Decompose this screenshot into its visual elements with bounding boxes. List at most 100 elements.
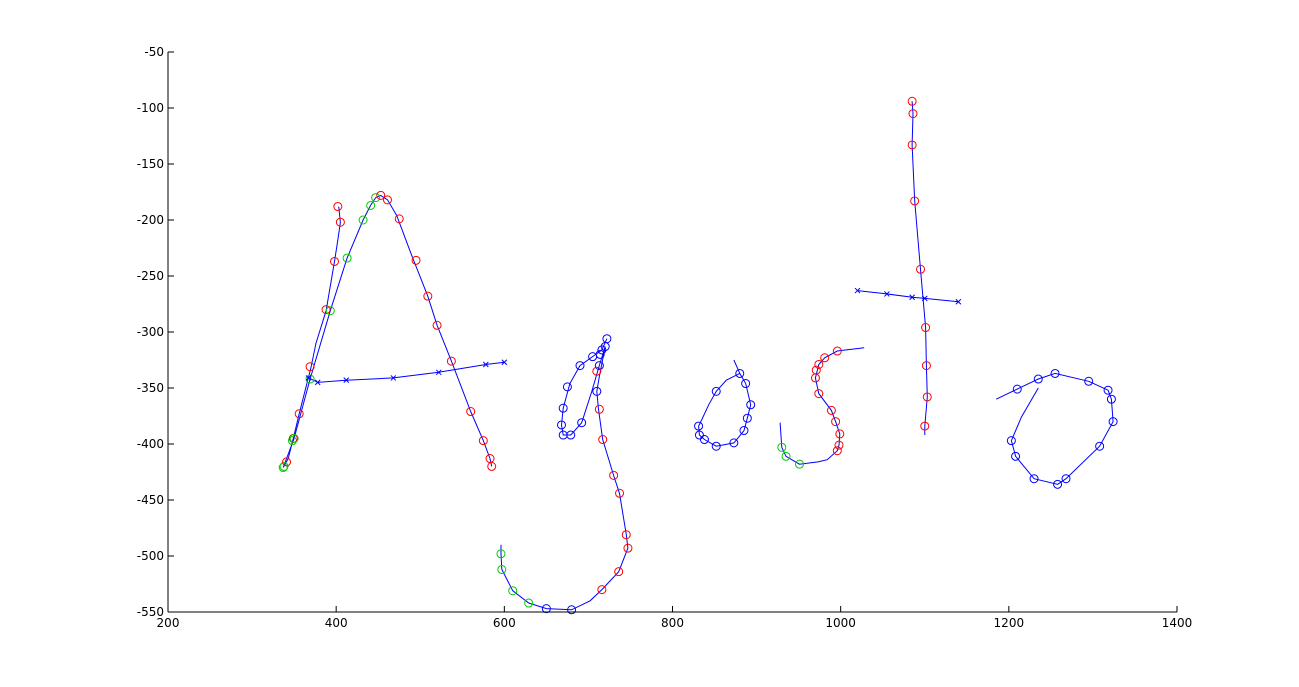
cross-marker xyxy=(435,369,442,376)
cross-marker xyxy=(854,287,861,294)
strokes-layer xyxy=(282,101,1114,611)
red-circle-marker xyxy=(335,217,345,227)
blue-circle-marker xyxy=(711,441,721,451)
blue-circle-marker xyxy=(597,345,607,355)
blue-circle-marker xyxy=(1061,474,1071,484)
stroke-line-8 xyxy=(857,290,959,303)
blue-circle-marker xyxy=(575,361,585,371)
red-circle-marker xyxy=(922,392,932,402)
cross-marker xyxy=(921,295,928,302)
stroke-line-1 xyxy=(283,206,341,467)
red-circle-marker xyxy=(423,291,433,301)
green-circle-marker xyxy=(279,461,289,471)
red-circle-marker xyxy=(333,202,343,212)
blue-circle-marker xyxy=(694,421,704,431)
red-circle-marker xyxy=(411,255,421,265)
red-circle-marker xyxy=(432,320,442,330)
x-tick-label: 600 xyxy=(493,616,516,630)
markers-layer xyxy=(278,96,1118,615)
x-tick-label: 1000 xyxy=(825,616,856,630)
green-circle-marker xyxy=(366,200,376,210)
red-circle-marker xyxy=(321,305,331,315)
green-circle-marker xyxy=(496,549,506,559)
red-circle-marker xyxy=(382,195,392,205)
red-circle-marker xyxy=(394,214,404,224)
red-circle-marker xyxy=(614,567,624,577)
blue-circle-marker xyxy=(566,430,576,440)
blue-circle-marker xyxy=(1106,394,1116,404)
x-tick-label: 1200 xyxy=(994,616,1025,630)
red-circle-marker xyxy=(826,405,836,415)
red-circle-marker xyxy=(920,421,930,431)
green-circle-marker xyxy=(371,193,381,203)
cross-marker xyxy=(884,291,890,297)
blue-circle-marker xyxy=(711,386,721,396)
red-circle-marker xyxy=(446,356,456,366)
blue-circle-marker xyxy=(1011,451,1021,461)
cross-marker xyxy=(909,294,915,301)
red-circle-marker xyxy=(834,440,844,450)
red-circle-marker xyxy=(609,470,619,480)
red-circle-marker xyxy=(621,530,631,540)
blue-circle-marker xyxy=(1033,374,1043,384)
red-circle-marker xyxy=(908,109,918,119)
blue-circle-marker xyxy=(741,379,751,389)
axes: 200 400 600 800 1000 1200 1400 -50 -100 -150 -200 -… xyxy=(137,45,1193,630)
red-circle-marker xyxy=(921,323,931,333)
green-circle-marker xyxy=(794,459,804,469)
green-circle-marker xyxy=(278,463,288,473)
red-circle-marker xyxy=(615,488,625,498)
green-circle-marker xyxy=(289,433,299,443)
stroke-line-2 xyxy=(282,194,493,468)
red-circle-marker xyxy=(907,96,917,106)
red-circle-marker xyxy=(623,543,633,553)
blue-circle-marker xyxy=(1108,417,1118,427)
red-circle-marker xyxy=(814,389,824,399)
red-circle-marker xyxy=(598,435,608,445)
y-tick-label: -100 xyxy=(137,101,164,115)
red-circle-marker xyxy=(810,373,820,383)
blue-circle-marker xyxy=(729,438,739,448)
green-circle-marker xyxy=(305,374,315,384)
red-circle-marker xyxy=(597,585,607,595)
blue-circle-marker xyxy=(1006,436,1016,446)
stroke-line-9 xyxy=(995,372,1114,485)
y-tick-label: -50 xyxy=(144,45,164,59)
red-circle-marker xyxy=(329,256,339,266)
red-circle-marker xyxy=(921,361,931,371)
cross-marker xyxy=(482,361,489,368)
red-circle-marker xyxy=(487,461,497,471)
blue-circle-marker xyxy=(1012,384,1022,394)
red-circle-marker xyxy=(832,346,842,356)
blue-circle-marker xyxy=(595,349,605,359)
red-circle-marker xyxy=(294,409,304,419)
y-tick-label: -400 xyxy=(137,437,164,451)
green-circle-marker xyxy=(342,253,352,263)
red-circle-marker xyxy=(376,190,386,200)
red-circle-marker xyxy=(832,446,842,456)
x-tick-label: 800 xyxy=(661,616,684,630)
blue-circle-marker xyxy=(1095,441,1105,451)
blue-circle-marker xyxy=(1050,368,1060,378)
blue-circle-marker xyxy=(567,605,577,615)
red-circle-marker xyxy=(820,353,830,363)
y-tick-label: -250 xyxy=(137,269,164,283)
blue-circle-marker xyxy=(592,386,602,396)
red-circle-marker xyxy=(907,140,917,150)
blue-circle-marker xyxy=(742,413,752,423)
cross-marker xyxy=(390,375,397,381)
red-circle-marker xyxy=(814,359,824,369)
cross-marker xyxy=(343,377,350,384)
green-circle-marker xyxy=(508,586,518,596)
green-circle-marker xyxy=(524,598,534,608)
blue-circle-marker xyxy=(735,368,745,378)
x-tick-label: 400 xyxy=(325,616,348,630)
blue-circle-marker xyxy=(594,361,604,371)
red-circle-marker xyxy=(831,417,841,427)
stroke-line-7 xyxy=(911,101,928,435)
y-tick-label: -300 xyxy=(137,325,164,339)
blue-circle-marker xyxy=(746,400,756,410)
red-circle-marker xyxy=(592,366,602,376)
red-circle-marker xyxy=(466,407,476,417)
